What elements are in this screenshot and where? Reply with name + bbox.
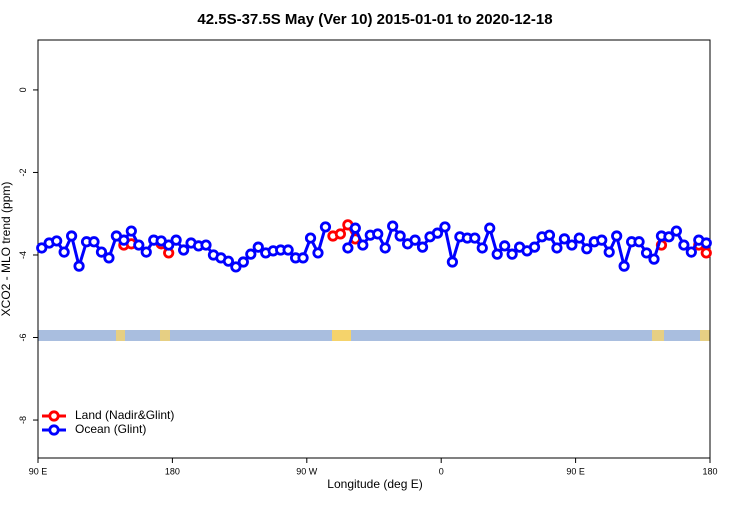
- data-point: [372, 228, 384, 240]
- data-point: [543, 229, 556, 241]
- data-point: [685, 246, 697, 258]
- coverage-land: [652, 330, 664, 341]
- data-point: [551, 242, 563, 254]
- data-point: [58, 246, 70, 258]
- data-point: [573, 232, 585, 244]
- data-point: [700, 247, 712, 259]
- data-point: [357, 239, 369, 251]
- data-point: [95, 246, 108, 258]
- data-point: [125, 225, 137, 237]
- data-point: [446, 256, 458, 268]
- data-point: [633, 236, 645, 248]
- data-point: [491, 248, 503, 260]
- y-tick-label: -4: [18, 251, 28, 259]
- legend-label: Land (Nadir&Glint): [75, 408, 174, 422]
- data-point: [558, 233, 571, 245]
- data-point: [596, 234, 608, 246]
- data-point: [334, 228, 346, 240]
- legend: Land (Nadir&Glint)Ocean (Glint): [42, 408, 174, 436]
- x-tick-label: 90 E: [566, 466, 585, 476]
- data-point: [51, 235, 63, 247]
- legend-marker: [48, 424, 60, 436]
- data-point: [66, 230, 78, 242]
- data-point: [431, 227, 444, 239]
- data-point: [200, 239, 212, 251]
- coverage-land: [700, 330, 710, 341]
- legend-label: Ocean (Glint): [75, 422, 146, 436]
- data-point: [566, 239, 578, 251]
- x-tick-label: 180: [702, 466, 717, 476]
- data-point: [648, 253, 660, 265]
- data-point: [484, 222, 496, 234]
- data-point: [581, 243, 593, 255]
- data-point: [222, 255, 234, 267]
- x-tick-label: 0: [439, 466, 444, 476]
- x-tick-label: 90 E: [29, 466, 48, 476]
- data-point: [312, 247, 324, 259]
- data-point: [88, 236, 100, 248]
- data-point: [252, 241, 264, 253]
- coverage-land: [332, 330, 351, 341]
- data-point: [394, 230, 406, 242]
- data-point: [118, 234, 130, 246]
- coverage-strip: [38, 330, 710, 341]
- chart-title: 42.5S-37.5S May (Ver 10) 2015-01-01 to 2…: [197, 11, 552, 28]
- y-axis-label: XCO2 - MLO trend (ppm): [0, 182, 13, 317]
- coverage-land: [160, 330, 170, 341]
- data-point: [103, 252, 115, 264]
- data-point: [133, 239, 145, 251]
- data-point: [237, 256, 249, 268]
- data-point: [319, 221, 332, 233]
- data-point: [178, 244, 190, 256]
- x-axis-label: Longitude (deg E): [327, 477, 422, 491]
- data-point: [245, 248, 257, 260]
- data-point: [506, 248, 518, 260]
- data-point: [499, 240, 511, 252]
- x-tick-label: 90 W: [296, 466, 318, 476]
- data-point: [170, 234, 182, 246]
- data-point: [700, 237, 712, 249]
- data-point: [611, 230, 623, 242]
- y-tick-label: -8: [18, 416, 28, 424]
- y-tick-label: -6: [18, 334, 28, 342]
- data-point: [469, 232, 481, 244]
- data-point: [640, 247, 653, 259]
- data-point: [304, 232, 317, 244]
- data-point: [416, 241, 429, 253]
- data-point: [603, 246, 615, 258]
- y-tick-label: 0: [18, 87, 28, 92]
- y-tick-label: -2: [18, 168, 28, 176]
- data-point: [618, 260, 630, 272]
- data-point: [342, 242, 354, 254]
- data-point: [409, 234, 421, 246]
- data-point: [297, 252, 309, 264]
- data-point: [387, 220, 399, 232]
- data-point: [73, 260, 85, 272]
- coverage-band: [38, 330, 710, 341]
- data-point: [379, 242, 391, 254]
- data-point: [670, 225, 683, 237]
- data-point: [36, 242, 48, 254]
- data-point: [349, 222, 361, 234]
- data-point: [439, 221, 451, 233]
- data-point: [163, 239, 175, 251]
- data-point: [140, 246, 152, 258]
- data-point: [663, 231, 675, 243]
- data-point: [678, 239, 690, 251]
- data-point: [282, 244, 294, 256]
- coverage-land: [116, 330, 125, 341]
- legend-marker: [48, 410, 60, 422]
- data-point: [230, 261, 242, 273]
- data-point: [528, 241, 541, 253]
- x-tick-label: 180: [165, 466, 180, 476]
- data-point: [476, 242, 488, 254]
